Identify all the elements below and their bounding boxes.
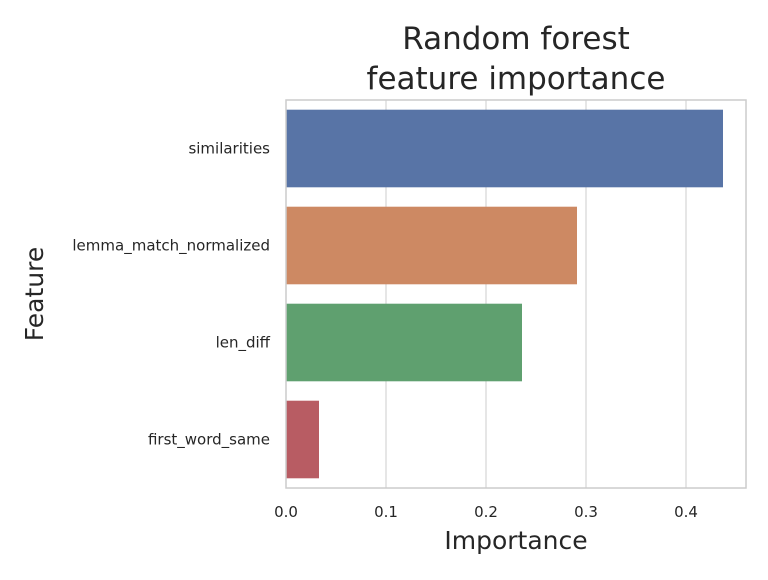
chart-title-line-1: Random forest bbox=[402, 21, 630, 57]
bar-len-diff bbox=[286, 303, 522, 382]
x-axis-label: Importance bbox=[444, 526, 587, 555]
y-tick-label: similarities bbox=[188, 140, 270, 158]
bar-similarities bbox=[286, 109, 723, 188]
x-tick-label: 0.3 bbox=[574, 503, 598, 521]
plot-frame bbox=[285, 99, 747, 489]
x-tick-label: 0.2 bbox=[474, 503, 498, 521]
x-tick-label: 0.0 bbox=[274, 503, 298, 521]
y-axis-label: Feature bbox=[20, 247, 49, 341]
y-tick-label: first_word_same bbox=[148, 431, 270, 450]
bar-lemma-match-normalized bbox=[286, 206, 577, 285]
x-tick-label: 0.4 bbox=[674, 503, 698, 521]
y-tick-label: len_diff bbox=[216, 334, 271, 353]
x-tick-labels: 0.0 0.1 0.2 0.3 0.4 bbox=[274, 503, 698, 521]
y-tick-label: lemma_match_normalized bbox=[72, 237, 270, 256]
y-tick-labels: similarities lemma_match_normalized len_di… bbox=[72, 140, 270, 450]
bars bbox=[286, 109, 723, 479]
bar-first-word-same bbox=[286, 400, 319, 479]
plot-frame-rect bbox=[285, 99, 747, 489]
chart-title-line-2: feature importance bbox=[367, 61, 666, 97]
x-tick-label: 0.1 bbox=[374, 503, 398, 521]
